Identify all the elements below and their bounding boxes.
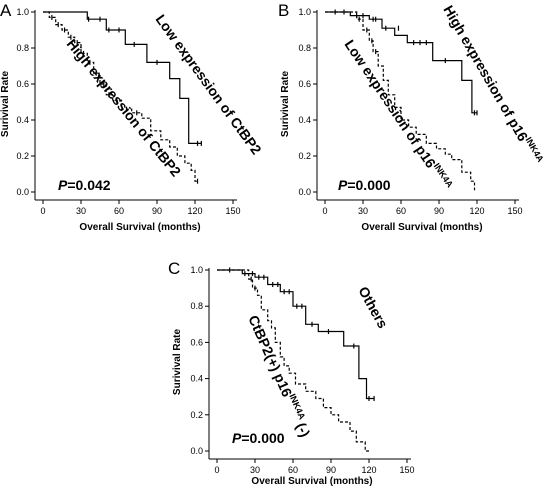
- panel-b-xlabel: Overall Survival (months): [361, 222, 482, 233]
- panel-a-y-tick-label: 0.8: [16, 43, 29, 53]
- panel-c-x-tick-label: 90: [326, 465, 336, 475]
- panel-b-y-tick-label: 0.2: [298, 151, 311, 161]
- panel-b-plot: 0.0 0.2 0.4 0.6 0.8 1.0 0 30 60 90 120 150: [298, 7, 522, 216]
- panel-b-series-2-curve: [325, 11, 476, 191]
- panel-a-x-tick-label: 30: [76, 206, 86, 216]
- panel-a-x-tick-label: 60: [114, 206, 124, 216]
- panel-c-y-tick-label: 0.2: [190, 410, 203, 420]
- panel-a-x-tick-label: 0: [40, 206, 45, 216]
- panel-a-x-tick-label: 150: [225, 206, 240, 216]
- panel-b-x-tick-label: 0: [322, 206, 327, 216]
- panel-c-y-tick-label: 1.0: [190, 265, 203, 275]
- panel-c-y-tick-label: 0.8: [190, 301, 203, 311]
- panel-b-series-1-curve: [325, 11, 477, 114]
- panel-c-x-tick-label: 0: [214, 465, 219, 475]
- panel-c-y-tick-label: 0.4: [190, 374, 203, 384]
- panel-c-label: C: [168, 259, 180, 278]
- panel-b-y-tick-label: 0.4: [298, 115, 311, 125]
- panel-a-y-tick-label: 0.4: [16, 115, 29, 125]
- panel-c-series-1-curve: [217, 269, 375, 400]
- panel-b-x-tick-label: 150: [507, 206, 522, 216]
- panel-a-y-tick-label: 0.6: [16, 79, 29, 89]
- panel-a-x-tick-label: 90: [152, 206, 162, 216]
- panel-a-ylabel: Surivival Rate: [0, 70, 11, 137]
- panel-a-y-tick-label: 0.0: [16, 187, 29, 197]
- panel-a: A Surivival Rate Overall Survival (month…: [0, 1, 265, 233]
- panel-b-x-tick-label: 90: [434, 206, 444, 216]
- panel-c-series-1-label: Others: [355, 284, 391, 331]
- panel-c-series-2-label: CtBP2(+) p16INK4A(-): [245, 312, 314, 439]
- panel-b-x-tick-label: 30: [358, 206, 368, 216]
- panel-b-pvalue: P=0.000: [338, 177, 391, 193]
- panel-c-series-2-curve: [217, 269, 369, 452]
- panel-c-x-tick-label: 150: [399, 465, 414, 475]
- panel-b-series-2-label: Low expression of p16INK4A: [342, 36, 456, 193]
- panel-c-plot: 0.0 0.2 0.4 0.6 0.8 1.0 0 30 60 90 120 150: [190, 265, 414, 475]
- panel-c-y-tick-label: 0.0: [190, 446, 203, 456]
- panel-c-y-tick-label: 0.6: [190, 337, 203, 347]
- panel-a-y-tick-label: 0.2: [16, 151, 29, 161]
- panel-c-x-tick-label: 60: [288, 465, 298, 475]
- panel-a-label: A: [0, 1, 12, 20]
- panel-c-pvalue: P=0.000: [232, 430, 285, 446]
- panel-b-label: B: [278, 1, 289, 20]
- panel-c-ylabel: Surivival Rate: [172, 328, 183, 395]
- panel-c-xlabel: Overall Survival (months): [251, 476, 372, 487]
- panel-a-plot: 0.0 0.2 0.4 0.6 0.8 1.0 0 30 60 90 120 150: [16, 7, 240, 216]
- panel-a-series-2-curve: [43, 11, 199, 182]
- panel-a-series-2-label: High expression of CtBP2: [64, 36, 185, 180]
- panel-c-x-tick-label: 30: [250, 465, 260, 475]
- panel-b-x-tick-label: 60: [396, 206, 406, 216]
- panel-a-xlabel: Overall Survival (months): [79, 222, 200, 233]
- panel-a-series-1-curve: [43, 11, 202, 144]
- panel-a-x-tick-label: 120: [187, 206, 202, 216]
- panel-c-x-tick-label: 120: [361, 465, 376, 475]
- panel-b-y-tick-label: 1.0: [298, 7, 311, 17]
- panel-b-series-1-label: High expression of p16INK4A: [440, 2, 545, 168]
- panel-a-y-tick-label: 1.0: [16, 7, 29, 17]
- panel-a-series-1-label: Low expression of CtBP2: [153, 11, 265, 157]
- panel-b: B Surivival Rate Overall Survival (month…: [278, 1, 546, 233]
- panel-b-y-tick-label: 0.0: [298, 187, 311, 197]
- panel-a-pvalue: P=0.042: [58, 177, 111, 193]
- panel-b-y-tick-label: 0.8: [298, 43, 311, 53]
- panel-b-y-tick-label: 0.6: [298, 79, 311, 89]
- panel-c: C Surivival Rate Overall Survival (month…: [168, 259, 415, 487]
- panel-b-x-tick-label: 120: [469, 206, 484, 216]
- panel-b-ylabel: Surivival Rate: [280, 70, 291, 137]
